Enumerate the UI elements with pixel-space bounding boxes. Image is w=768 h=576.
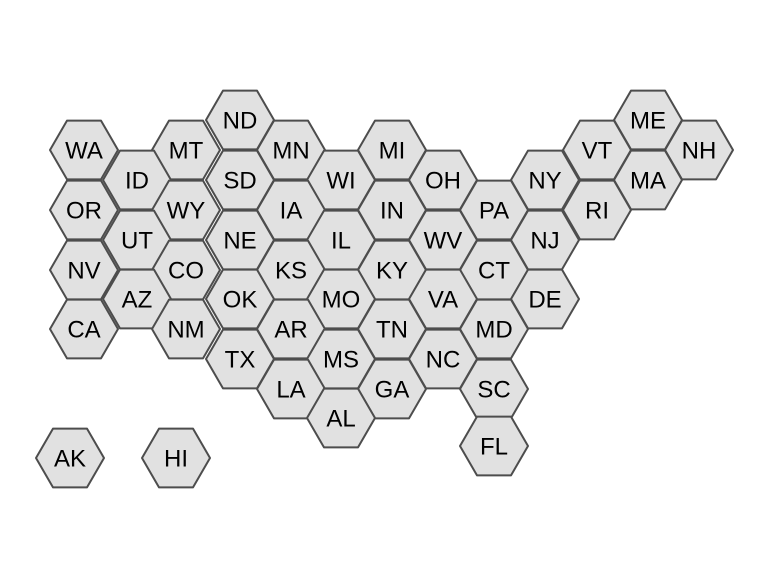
state-label-mo: MO (322, 287, 361, 314)
state-label-mt: MT (169, 138, 204, 165)
state-label-nv: NV (67, 258, 100, 285)
state-label-ne: NE (223, 228, 256, 255)
state-label-nc: NC (426, 347, 461, 374)
state-label-sc: SC (477, 377, 510, 404)
state-label-al: AL (326, 406, 355, 433)
state-tile-wv: WV (408, 209, 478, 271)
state-tile-nh: NH (664, 119, 734, 181)
state-hex-or (49, 179, 119, 241)
state-tile-ma: MA (613, 149, 683, 211)
state-hex-al (306, 387, 376, 449)
state-tile-ms: MS (306, 328, 376, 390)
state-label-va: VA (428, 287, 458, 314)
state-label-ny: NY (528, 168, 561, 195)
state-label-sd: SD (223, 168, 256, 195)
state-label-ct: CT (478, 258, 510, 285)
state-label-mi: MI (379, 138, 406, 165)
state-tile-mt: MT (151, 119, 221, 181)
state-label-la: LA (276, 377, 305, 404)
state-hex-ca (49, 298, 119, 360)
state-label-ks: KS (275, 258, 307, 285)
state-tile-al: AL (306, 387, 376, 449)
state-tile-or: OR (49, 179, 119, 241)
state-tile-ga: GA (357, 358, 427, 420)
state-label-wv: WV (424, 228, 463, 255)
state-tile-ut: UT (102, 209, 172, 271)
state-label-ak: AK (54, 446, 86, 473)
state-label-nd: ND (223, 108, 258, 135)
state-hex-fl (459, 415, 529, 477)
state-tile-nj: NJ (510, 209, 580, 271)
state-label-ca: CA (67, 317, 100, 344)
state-label-nj: NJ (530, 228, 559, 255)
state-label-wi: WI (326, 168, 355, 195)
state-hex-hi (141, 427, 211, 489)
state-label-ms: MS (323, 347, 359, 374)
state-tile-fl: FL (459, 415, 529, 477)
state-tile-md: MD (459, 298, 529, 360)
state-label-wa: WA (65, 138, 103, 165)
state-label-il: IL (331, 228, 351, 255)
state-label-pa: PA (479, 198, 509, 225)
state-label-ok: OK (223, 287, 258, 314)
state-label-co: CO (168, 258, 204, 285)
state-label-md: MD (475, 317, 512, 344)
state-label-ia: IA (280, 198, 303, 225)
state-tile-wa: WA (49, 119, 119, 181)
state-tile-tx: TX (205, 328, 275, 390)
state-label-ga: GA (375, 377, 410, 404)
state-label-ky: KY (376, 258, 408, 285)
state-tile-az: AZ (102, 268, 172, 330)
state-tile-me: ME (613, 89, 683, 151)
state-tile-nv: NV (49, 239, 119, 301)
state-hex-wa (49, 119, 119, 181)
state-tile-sd: SD (205, 149, 275, 211)
state-tile-ak: AK (35, 427, 105, 489)
state-label-ar: AR (274, 317, 307, 344)
state-tile-ny: NY (510, 149, 580, 211)
state-tile-wi: WI (306, 149, 376, 211)
state-label-ut: UT (121, 228, 153, 255)
state-label-id: ID (125, 168, 149, 195)
state-tile-mo: MO (306, 268, 376, 330)
state-label-oh: OH (425, 168, 461, 195)
state-label-tx: TX (225, 347, 256, 374)
state-label-az: AZ (122, 287, 153, 314)
state-label-tn: TN (376, 317, 408, 344)
state-tile-ne: NE (205, 209, 275, 271)
state-tile-ca: CA (49, 298, 119, 360)
state-tile-ri: RI (562, 179, 632, 241)
state-hex-ri (562, 179, 632, 241)
state-label-nh: NH (682, 138, 717, 165)
state-label-ri: RI (585, 198, 609, 225)
state-label-mn: MN (272, 138, 309, 165)
state-tile-vt: VT (562, 119, 632, 181)
state-label-me: ME (630, 108, 666, 135)
state-label-ma: MA (630, 168, 666, 195)
state-tile-sc: SC (459, 358, 529, 420)
state-tile-hi: HI (141, 427, 211, 489)
state-label-nm: NM (167, 317, 204, 344)
state-label-hi: HI (164, 446, 188, 473)
state-label-in: IN (380, 198, 404, 225)
state-label-vt: VT (582, 138, 613, 165)
state-label-wy: WY (167, 198, 206, 225)
state-tile-ok: OK (205, 268, 275, 330)
state-label-de: DE (528, 287, 561, 314)
state-tile-nm: NM (151, 298, 221, 360)
state-hex-ak (35, 427, 105, 489)
state-hex-nm (151, 298, 221, 360)
state-label-fl: FL (480, 434, 508, 461)
state-label-or: OR (66, 198, 102, 225)
